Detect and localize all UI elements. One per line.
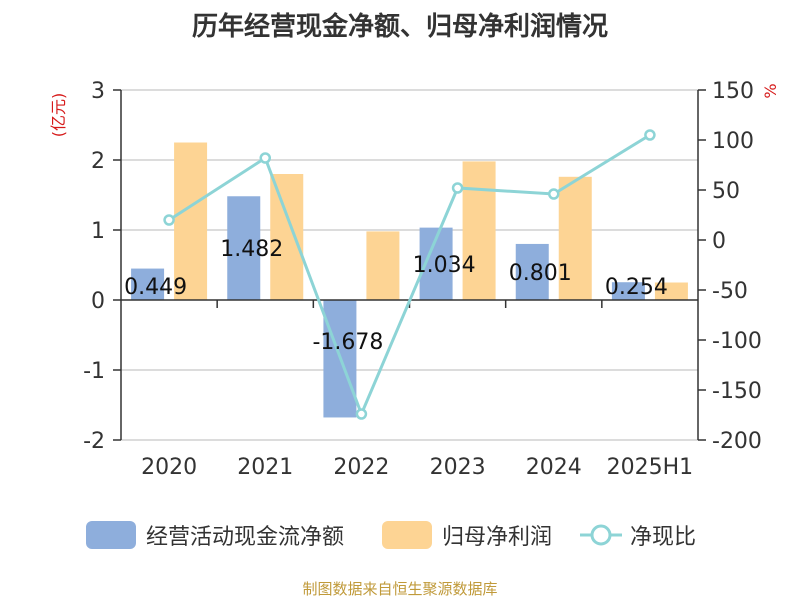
y-left-tick-label: 0 [91, 289, 105, 314]
y-left-tick-label: 1 [91, 219, 105, 244]
bar-profit [558, 176, 592, 300]
x-tick-label: 2023 [430, 455, 486, 480]
bars [131, 142, 688, 418]
y-axis-right-label: % [761, 83, 780, 98]
legend-label-ratio: 净现比 [630, 525, 697, 550]
y-left-tick-label: 3 [91, 79, 105, 104]
bar-cash [131, 268, 165, 300]
ratio-point [451, 182, 464, 194]
legend: 经营活动现金流净额 归母净利润 净现比 [0, 518, 800, 552]
legend-swatch-cash [86, 521, 136, 549]
gridlines [121, 89, 698, 441]
ratio-point [355, 408, 368, 420]
bar-profit [366, 231, 400, 300]
y-left-tick-label: -1 [83, 359, 105, 384]
data-label-cash: 0.801 [509, 261, 572, 286]
bar-profit [462, 161, 496, 300]
y-right-tick-label: 0 [712, 229, 726, 254]
chart-area: 0.449 1.482 -1.678 1.034 0.801 0.254 3 2 1 0 -1 -2… [49, 79, 780, 480]
ratio-point [548, 188, 560, 200]
legend-label-cash: 经营活动现金流净额 [146, 525, 345, 550]
legend-item-cash[interactable]: 经营活动现金流净额 [86, 518, 344, 552]
legend-line-ratio-icon [580, 524, 622, 546]
y-right-tick-label: -100 [712, 329, 762, 354]
chart-title: 历年经营现金净额、归母净利润情况 [191, 12, 608, 42]
y-right-tick-label: -150 [712, 379, 762, 404]
y-right-tick-label: -200 [712, 429, 762, 454]
y-right-tick-label: -50 [712, 279, 748, 304]
bar-cash [611, 282, 645, 300]
source-note: 制图数据来自恒生聚源数据库 [302, 580, 498, 598]
y-left-tick-label: -2 [83, 429, 105, 454]
y-left-tick-label: 2 [91, 149, 105, 174]
data-label-cash: -1.678 [312, 330, 383, 355]
x-tick-label: 2021 [237, 455, 293, 480]
ratio-point [644, 129, 656, 141]
legend-swatch-profit [382, 521, 432, 549]
bar-cash [515, 243, 549, 300]
legend-item-ratio[interactable]: 净现比 [580, 518, 696, 552]
ratio-polyline [168, 133, 651, 419]
bar-profit [654, 282, 688, 300]
bar-profit [270, 174, 304, 300]
ratio-line [163, 129, 656, 420]
x-tick-label: 2024 [526, 455, 582, 480]
y-right-tick-label: 150 [712, 79, 754, 104]
data-label-cash: 0.254 [605, 275, 668, 300]
data-labels: 0.449 1.482 -1.678 1.034 0.801 0.254 [124, 237, 668, 355]
legend-label-profit: 归母净利润 [442, 525, 553, 550]
tick-labels: 3 2 1 0 -1 -2 150 100 50 0 -50 -100 -150 -200 2020 2021… [83, 79, 762, 480]
bar-profit [174, 142, 208, 300]
data-label-cash: 1.482 [220, 237, 283, 262]
ratio-point [259, 152, 271, 164]
y-right-tick-label: 50 [712, 179, 740, 204]
data-label-cash: 0.449 [124, 275, 187, 300]
y-axis-left-label: (亿元) [49, 93, 68, 138]
ratio-point [163, 214, 175, 226]
legend-item-profit[interactable]: 归母净利润 [382, 518, 552, 552]
x-tick-label: 2025H1 [607, 455, 694, 480]
data-label-cash: 1.034 [413, 253, 476, 278]
y-right-tick-label: 100 [712, 129, 754, 154]
x-tick-label: 2022 [333, 455, 389, 480]
bar-cash [227, 196, 261, 300]
x-tick-label: 2020 [141, 455, 197, 480]
